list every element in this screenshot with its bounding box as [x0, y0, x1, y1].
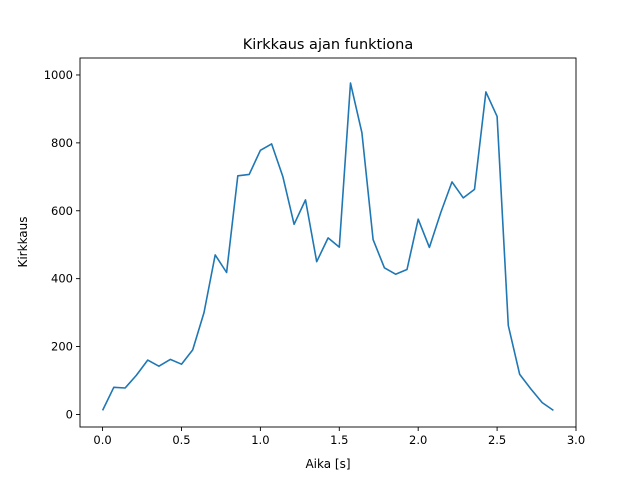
x-tick-label: 2.5 — [488, 433, 506, 447]
y-tick-label: 800 — [51, 136, 73, 150]
x-tick-label: 3.0 — [567, 433, 585, 447]
series-line-kirkkaus — [101, 82, 554, 412]
x-axis-label: Aika [s] — [305, 457, 350, 471]
y-tick-label: 1000 — [44, 68, 73, 82]
chart-title: Kirkkaus ajan funktiona — [243, 37, 413, 53]
y-tick-label: 400 — [51, 272, 73, 286]
y-tick-label: 0 — [66, 407, 73, 421]
x-tick-label: 2.0 — [409, 433, 427, 447]
y-axis-label: Kirkkaus — [16, 216, 30, 267]
axes-frame — [79, 57, 577, 428]
y-tick-label: 600 — [51, 204, 73, 218]
x-tick-label: 1.5 — [330, 433, 348, 447]
x-tick-label: 0.0 — [93, 433, 111, 447]
y-tick-label: 200 — [51, 340, 73, 354]
x-tick-label: 0.5 — [172, 433, 190, 447]
x-tick-label: 1.0 — [251, 433, 269, 447]
